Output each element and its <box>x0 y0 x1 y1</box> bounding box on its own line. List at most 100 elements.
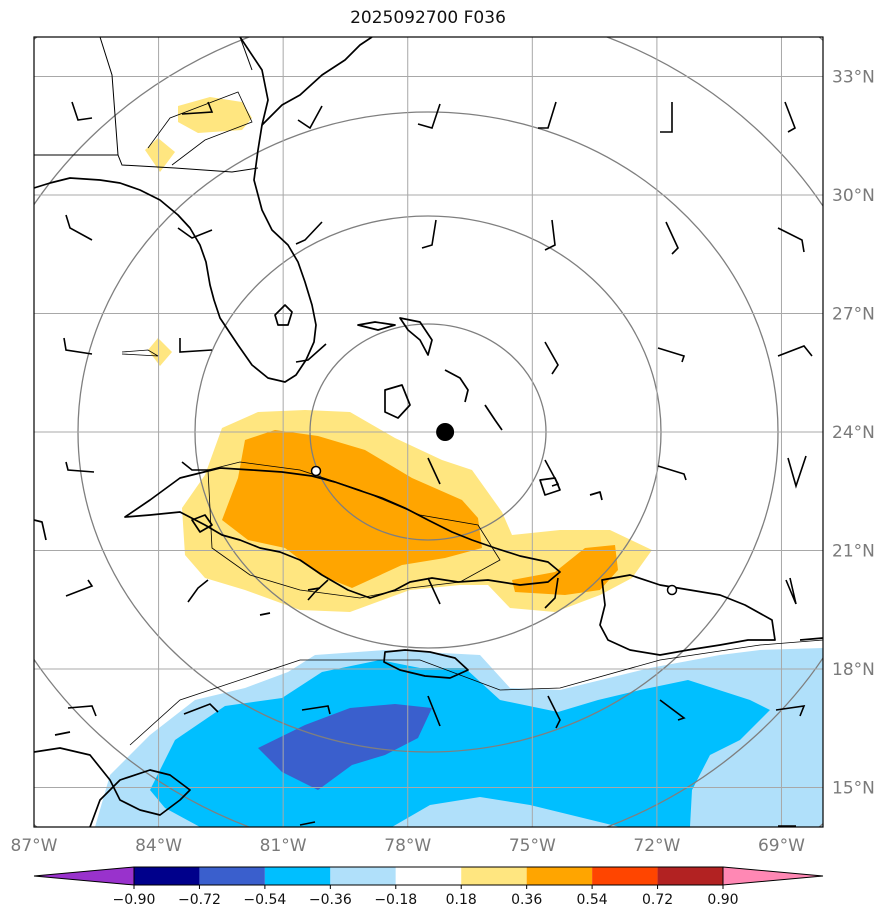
wind-barb <box>787 455 807 489</box>
map-title: 2025092700 F036 <box>350 8 506 28</box>
wind-barb <box>301 705 331 715</box>
coast-puerto-rico <box>799 637 823 641</box>
coast-jamaica <box>383 649 469 679</box>
wind-barb <box>181 461 212 471</box>
wind-barb <box>775 705 806 717</box>
wind-barb <box>427 695 441 727</box>
lat-tick-label: 24°N <box>832 423 875 443</box>
lon-tick-label: 84°W <box>135 836 182 856</box>
colorbar-tick-label: 0.18 <box>446 892 477 908</box>
colorbar-segment <box>395 867 462 885</box>
positive-light-nw-area <box>178 97 252 133</box>
colorbar-tick-label: 0.72 <box>642 892 673 908</box>
colorbar-tick-label: −0.72 <box>178 892 221 908</box>
colorbar-outline <box>133 866 724 886</box>
colorbar-tick-label: −0.54 <box>243 892 286 908</box>
coast-georgia-carolina <box>261 37 373 126</box>
wind-barb <box>299 821 316 826</box>
wind-barb <box>538 101 557 129</box>
anomaly-contours <box>121 91 823 746</box>
positive-light-sw-spot <box>145 138 175 172</box>
negative-anomaly-shading <box>95 648 823 827</box>
colorbar-segment <box>526 867 593 885</box>
coast-bahamas-abaco <box>399 317 433 356</box>
coast-bahamas-exuma <box>484 404 503 431</box>
wind-barb <box>544 459 560 487</box>
wind-barb <box>544 577 559 609</box>
wind-barb <box>177 227 213 239</box>
coast-lake-okeechobee <box>274 304 293 326</box>
coast-hispaniola <box>599 574 776 656</box>
lat-tick-label: 18°N <box>832 660 875 680</box>
coast-central-america <box>34 747 191 827</box>
coast-cuba <box>124 467 561 599</box>
coast-us-southeast <box>34 37 317 383</box>
wind-barb <box>71 101 93 121</box>
border-us-states-north <box>99 37 119 156</box>
contour-cuba <box>207 461 501 599</box>
colorbar-segment <box>134 867 200 885</box>
coast-bahamas-turks <box>589 491 603 501</box>
wind-barb <box>665 221 679 255</box>
coast-cayman <box>259 612 271 616</box>
wind-barb <box>785 577 797 605</box>
wind-barb <box>181 101 214 115</box>
lat-tick-label: 21°N <box>832 542 875 562</box>
colorbar: −0.90 −0.72 −0.54 −0.36 −0.18 0.18 0.36 0.54 0.7… <box>33 866 824 908</box>
colorbar-tick-label: −0.90 <box>113 892 156 908</box>
coast-honduras-islands <box>54 731 71 736</box>
coastlines <box>34 37 823 827</box>
wind-barbs <box>63 101 813 827</box>
map-frame <box>33 36 824 828</box>
coast-bahamas-inagua <box>539 477 561 496</box>
hispaniola-point-marker <box>666 584 678 596</box>
lon-tick-label: 87°W <box>11 836 58 856</box>
border-ga-sc <box>239 37 253 71</box>
colorbar-segment <box>657 867 723 885</box>
colorbar-segment <box>330 867 396 885</box>
wind-barb <box>777 345 813 357</box>
wind-barb <box>544 219 556 251</box>
colorbar-tick-label: 0.54 <box>577 892 608 908</box>
contour-nw <box>147 91 253 166</box>
colorbar-segment <box>199 867 265 885</box>
wind-barb <box>544 341 559 375</box>
wind-barb <box>67 705 97 717</box>
wind-barb <box>295 221 323 245</box>
colorbar-segment <box>264 867 331 885</box>
wind-barb <box>659 699 686 721</box>
contour-caribbean <box>129 639 823 746</box>
wind-barb <box>297 105 323 130</box>
colorbar-tick-label: 0.90 <box>707 892 738 908</box>
positive-light-gulf-spot <box>148 338 172 366</box>
wind-barb <box>784 101 796 133</box>
negative-strong-core <box>258 704 432 790</box>
lat-tick-label: 15°N <box>832 779 875 799</box>
wind-barb <box>547 695 561 729</box>
wind-barb <box>657 465 687 481</box>
political-borders <box>34 37 259 173</box>
border-us-states <box>34 154 259 173</box>
grid-lines <box>34 37 823 827</box>
wind-barb <box>295 343 327 363</box>
lat-tick-label: 27°N <box>832 305 875 325</box>
wind-barb <box>421 219 437 249</box>
colorbar-segment <box>592 867 658 885</box>
colorbar-segment <box>461 867 527 885</box>
positive-strong-cuba <box>222 430 482 588</box>
storm-center-marker <box>436 423 455 441</box>
wind-barb <box>660 102 673 133</box>
wind-barb <box>417 103 441 129</box>
lon-tick-label: 81°W <box>260 836 307 856</box>
wind-barb <box>65 461 95 473</box>
negative-mid-caribbean <box>150 660 770 827</box>
wind-barb <box>63 337 93 355</box>
latitude-labels: 15°N 18°N 21°N 24°N 27°N 30°N 33°N <box>832 68 875 799</box>
coast-bahamas-eleuthera <box>444 369 469 403</box>
lat-tick-label: 33°N <box>832 68 875 88</box>
coast-bahamas-grand <box>357 321 396 331</box>
cuba-point-marker <box>310 465 322 477</box>
colorbar-segment <box>33 866 135 886</box>
